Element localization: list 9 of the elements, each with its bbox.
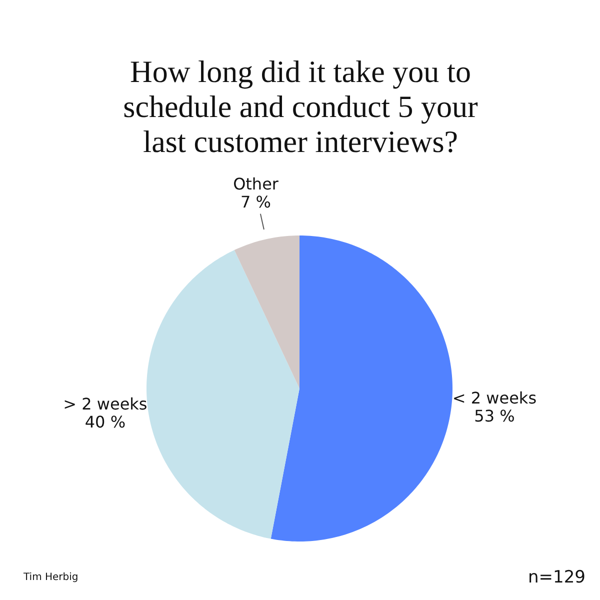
data-label: 53 % [474, 406, 515, 426]
data-label: 7 % [240, 192, 272, 212]
slice-label: Other [233, 174, 279, 194]
data-label: 40 % [84, 412, 126, 432]
slice-label: < 2 weeks [452, 388, 537, 408]
chart-title: How long did it take you to schedule and conduct 5 your last customer interviews? [123, 54, 479, 159]
text: n=129 [528, 568, 586, 588]
text: Tim Herbig [22, 572, 78, 583]
slice-label: > 2 weeks [63, 394, 148, 414]
